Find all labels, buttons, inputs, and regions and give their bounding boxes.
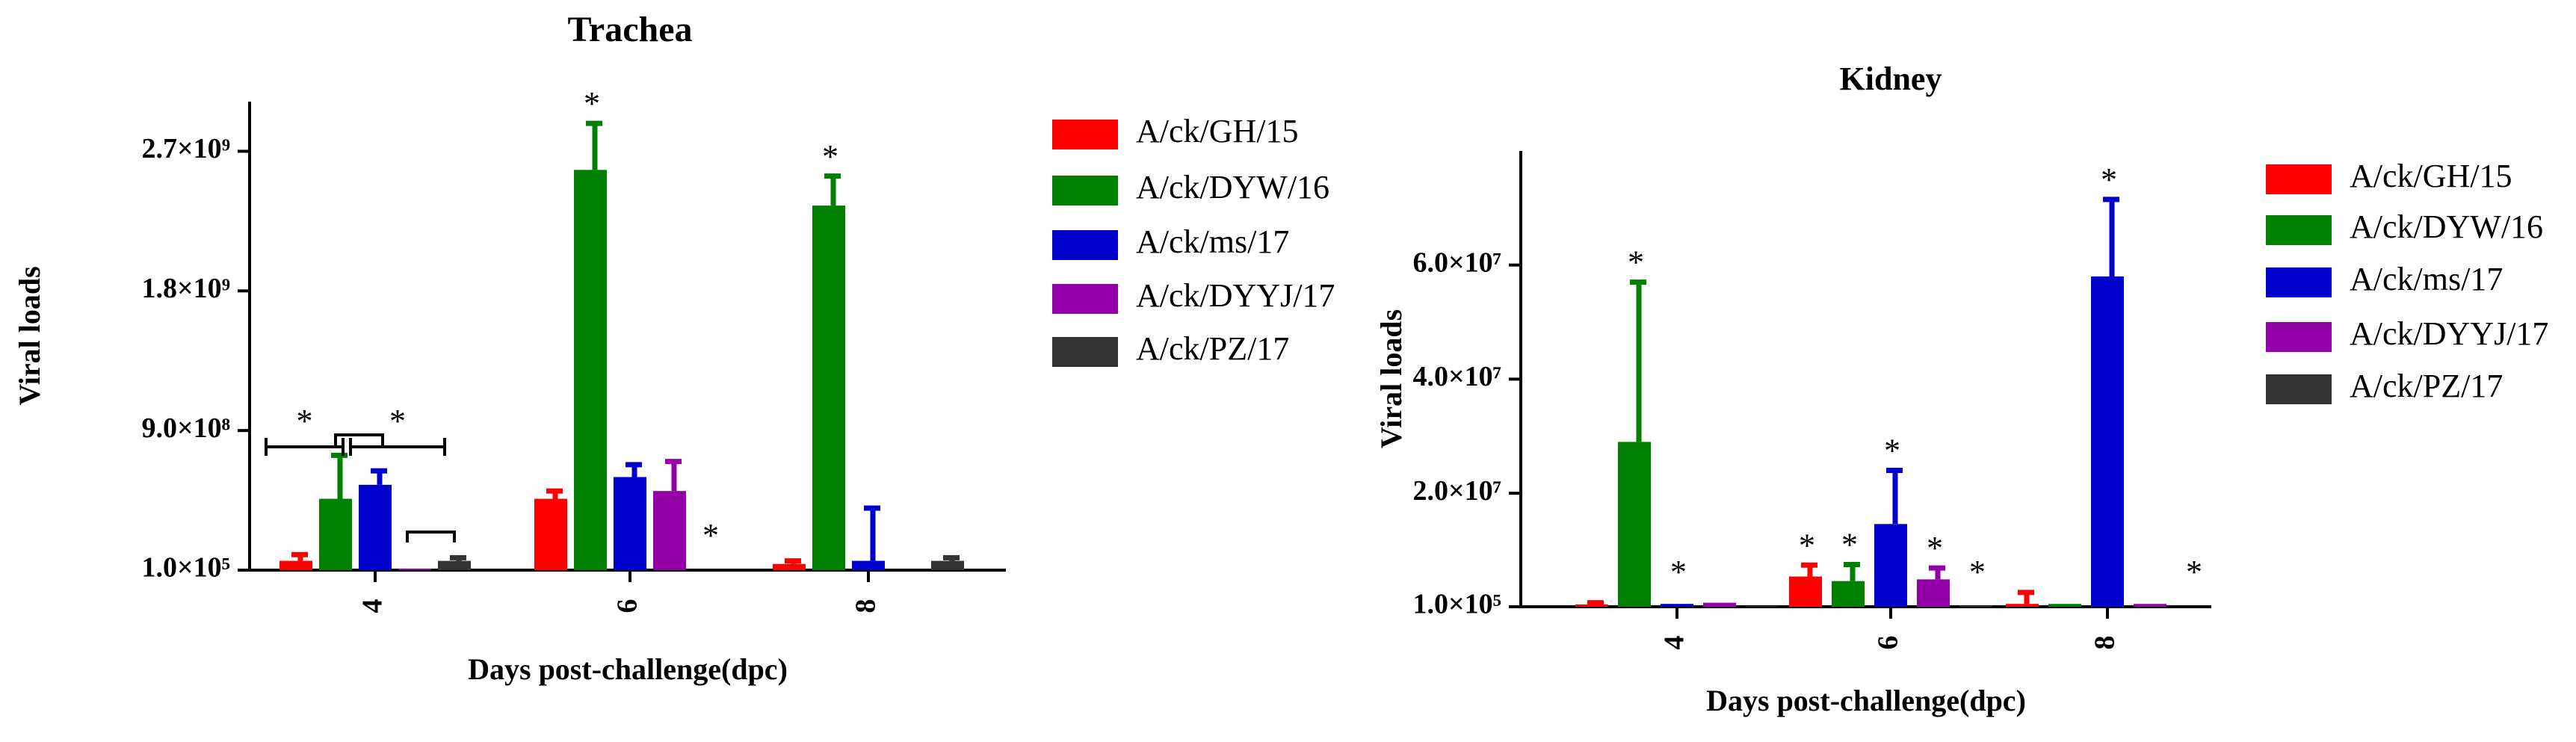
bar [852, 560, 885, 570]
legend-swatch [2266, 215, 2332, 245]
chart-title: Kidney [1840, 61, 1942, 97]
bar [398, 568, 431, 570]
bar [574, 170, 607, 571]
x-axis-label: Days post-challenge(dpc) [468, 652, 788, 686]
bar [1959, 605, 1992, 607]
x-tick-label: 4 [1659, 636, 1690, 650]
y-tick-label: 2.7×10⁹ [141, 133, 230, 164]
x-tick-label: 6 [612, 599, 643, 613]
significance-star: * [1884, 433, 1900, 469]
bar [1618, 442, 1651, 607]
x-tick-label: 4 [357, 599, 389, 613]
legend-label: A/ck/DYW/16 [1136, 169, 1329, 205]
bracket-star: * [389, 403, 406, 439]
x-tick-label: 8 [850, 599, 882, 613]
bar [812, 205, 845, 570]
x-tick-label: 6 [1873, 636, 1904, 650]
bar [653, 491, 686, 570]
y-tick-label: 1.0×10⁵ [1412, 589, 1501, 620]
bar [614, 477, 646, 570]
bracket-star: * [297, 403, 313, 439]
y-tick-label: 1.8×10⁹ [141, 273, 230, 304]
bracket [406, 531, 456, 542]
significance-star: * [822, 138, 838, 175]
legend-label: A/ck/DYW/16 [2350, 208, 2543, 245]
bar [319, 498, 352, 570]
legend-label: A/ck/DYYJ/17 [2350, 315, 2548, 352]
bar [1789, 576, 1822, 607]
legend-swatch [1052, 337, 1118, 367]
bar [2134, 604, 2166, 607]
y-axis-label: Viral loads [1374, 309, 1408, 448]
y-axis-label: Viral loads [13, 266, 46, 405]
y-tick-label: 2.0×10⁷ [1412, 475, 1501, 507]
significance-star: * [1927, 530, 1943, 566]
bar [2048, 604, 2081, 607]
legend-label: A/ck/PZ/17 [1136, 330, 1289, 367]
legend-swatch [2266, 268, 2332, 297]
y-tick-label: 6.0×10⁷ [1412, 247, 1501, 278]
significance-star: * [702, 517, 719, 554]
x-tick-label: 8 [2089, 636, 2121, 650]
bar [438, 560, 471, 570]
bracket [349, 438, 446, 456]
bracket [265, 438, 345, 456]
bar [2091, 276, 2124, 607]
legend-label: A/ck/ms/17 [2350, 261, 2503, 297]
legend-swatch [1052, 176, 1118, 205]
significance-star: * [584, 85, 600, 122]
legend-label: A/ck/GH/15 [2350, 158, 2512, 194]
y-tick-label: 4.0×10⁷ [1412, 361, 1501, 392]
bar [1746, 606, 1779, 607]
legend-label: A/ck/ms/17 [1136, 223, 1289, 260]
bracket [334, 433, 384, 445]
chart-title: Trachea [567, 10, 692, 49]
legend-label: A/ck/PZ/17 [2350, 368, 2503, 404]
significance-star: * [1799, 527, 1815, 563]
legend-label: A/ck/DYYJ/17 [1136, 277, 1335, 314]
bar [534, 498, 567, 570]
legend-swatch [1052, 284, 1118, 314]
bar [773, 563, 806, 570]
legend-swatch [2266, 164, 2332, 194]
bar [1703, 602, 1736, 607]
y-tick-label: 9.0×10⁸ [141, 412, 230, 444]
bar [1575, 604, 1608, 607]
bar [1874, 524, 1907, 607]
significance-star: * [2101, 161, 2117, 198]
legend-swatch [2266, 322, 2332, 352]
significance-star: * [2186, 554, 2202, 590]
legend-swatch [2266, 374, 2332, 404]
bar [1832, 581, 1865, 607]
bar [931, 560, 964, 570]
legend-swatch [1052, 120, 1118, 149]
legend-swatch [1052, 230, 1118, 260]
significance-star: * [1628, 244, 1644, 281]
x-axis-label: Days post-challenge(dpc) [1706, 684, 2026, 717]
significance-star: * [1670, 554, 1687, 590]
bar [1661, 604, 1693, 607]
bar [359, 484, 392, 570]
bar [1917, 579, 1950, 607]
bar [2006, 604, 2039, 607]
significance-star: * [1841, 527, 1858, 563]
legend-label: A/ck/GH/15 [1136, 113, 1299, 149]
bar [279, 560, 312, 570]
significance-star: * [1969, 554, 1986, 590]
y-tick-label: 1.0×10⁵ [141, 552, 230, 584]
